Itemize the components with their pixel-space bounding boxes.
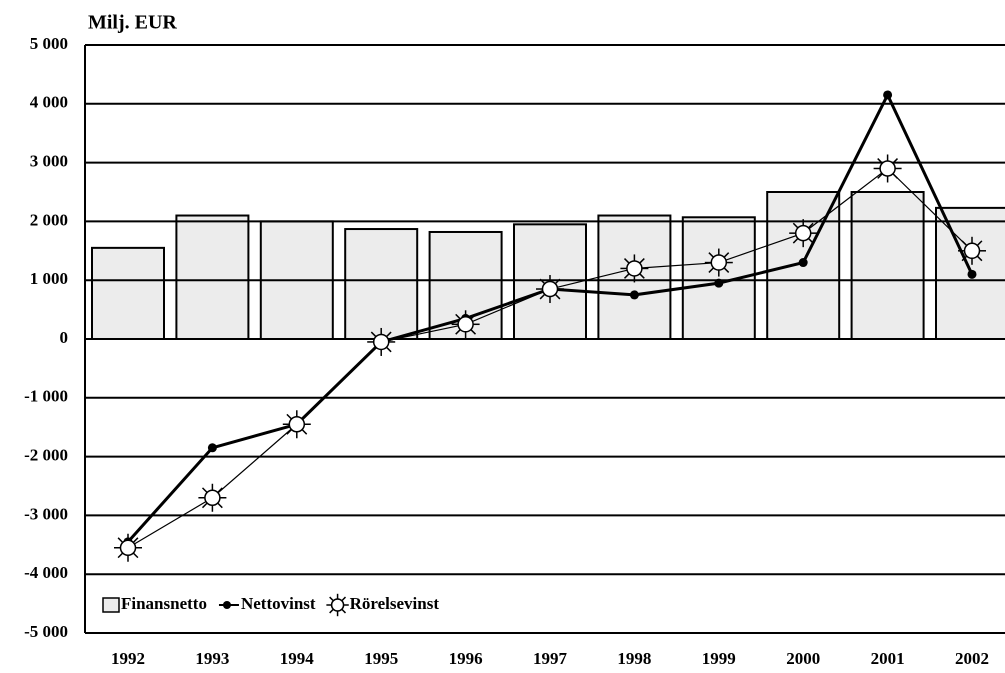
y-axis-label: Milj. EUR xyxy=(88,12,177,34)
y-tick-label: 0 xyxy=(60,328,69,347)
legend-swatch xyxy=(222,601,231,609)
marker xyxy=(958,236,986,265)
bar xyxy=(344,228,419,341)
marker xyxy=(114,533,142,562)
marker xyxy=(620,254,649,283)
x-tick-label: 2000 xyxy=(786,649,820,668)
marker xyxy=(629,290,639,300)
marker-body xyxy=(879,160,896,177)
legend-swatch xyxy=(102,597,120,613)
x-tick-label: 1998 xyxy=(617,649,651,668)
marker-body xyxy=(794,224,812,242)
x-tick-label: 1994 xyxy=(280,649,315,668)
legend-swatch xyxy=(326,593,349,617)
marker-body xyxy=(119,539,137,556)
marker xyxy=(536,275,564,304)
marker-body xyxy=(626,260,643,277)
marker-body xyxy=(372,333,390,351)
marker xyxy=(207,443,217,453)
y-tick-label: 4 000 xyxy=(30,93,68,112)
marker xyxy=(714,278,724,288)
bar xyxy=(91,246,165,340)
marker xyxy=(451,310,480,339)
y-tick-label: -5 000 xyxy=(24,622,68,641)
legend-label: Finansnetto xyxy=(121,594,207,613)
marker xyxy=(198,483,227,512)
marker xyxy=(704,248,733,277)
x-tick-label: 1997 xyxy=(533,649,568,668)
bar xyxy=(850,191,925,340)
y-tick-label: 1 000 xyxy=(30,269,68,288)
x-tick-label: 1996 xyxy=(449,649,483,668)
legend-label: Nettovinst xyxy=(241,594,316,613)
marker-body xyxy=(288,416,306,433)
y-tick-label: 5 000 xyxy=(30,34,68,53)
y-tick-label: 2 000 xyxy=(30,210,68,229)
marker xyxy=(789,219,818,248)
marker-body xyxy=(963,242,981,260)
x-tick-label: 1995 xyxy=(364,649,398,668)
marker-body xyxy=(710,254,728,271)
marker xyxy=(282,410,311,439)
x-tick-label: 1992 xyxy=(111,649,145,668)
marker-body xyxy=(330,598,345,612)
marker xyxy=(967,269,977,279)
marker-body xyxy=(457,316,474,333)
marker-body xyxy=(541,280,559,298)
x-tick-label: 2001 xyxy=(871,649,905,668)
x-tick-label: 1993 xyxy=(195,649,229,668)
marker xyxy=(798,258,808,268)
y-tick-label: -1 000 xyxy=(24,387,68,406)
legend-label: Rörelsevinst xyxy=(350,594,440,613)
marker xyxy=(873,154,902,183)
y-tick-label: -4 000 xyxy=(24,563,68,582)
bar xyxy=(175,214,250,341)
marker-body xyxy=(204,489,221,507)
y-tick-label: 3 000 xyxy=(30,152,68,171)
marker xyxy=(883,90,893,100)
y-tick-label: -3 000 xyxy=(24,504,68,523)
x-tick-label: 2002 xyxy=(955,649,989,668)
y-tick-label: -2 000 xyxy=(24,446,68,465)
marker xyxy=(367,327,396,356)
x-tick-label: 1999 xyxy=(702,649,736,668)
